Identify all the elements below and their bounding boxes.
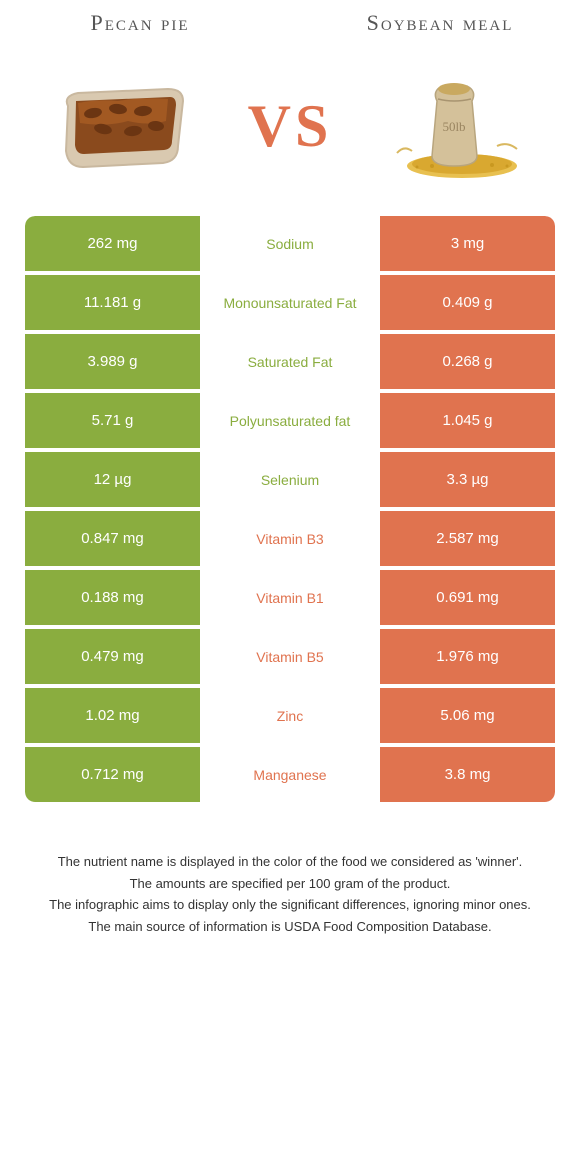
right-food-title: Soybean meal [340,10,540,36]
left-value: 5.71 g [25,393,200,448]
right-value: 1.976 mg [380,629,555,684]
right-value: 0.268 g [380,334,555,389]
left-value: 1.02 mg [25,688,200,743]
left-value: 0.712 mg [25,747,200,802]
pecan-pie-icon [48,71,198,181]
nutrient-table: 262 mgSodium3 mg11.181 gMonounsaturated … [25,216,555,802]
footer-notes: The nutrient name is displayed in the co… [0,802,580,958]
nutrient-name: Polyunsaturated fat [200,393,380,448]
header-row: Pecan pie Soybean meal [0,0,580,56]
footer-line-1: The nutrient name is displayed in the co… [30,852,550,872]
left-food-image [43,66,203,186]
nutrient-row: 5.71 gPolyunsaturated fat1.045 g [25,393,555,448]
nutrient-name: Zinc [200,688,380,743]
left-value: 11.181 g [25,275,200,330]
right-value: 3.3 µg [380,452,555,507]
nutrient-row: 0.847 mgVitamin B32.587 mg [25,511,555,566]
left-value: 262 mg [25,216,200,271]
footer-line-4: The main source of information is USDA F… [30,917,550,937]
left-value: 12 µg [25,452,200,507]
nutrient-row: 12 µgSelenium3.3 µg [25,452,555,507]
nutrient-name: Sodium [200,216,380,271]
right-value: 0.691 mg [380,570,555,625]
right-value: 5.06 mg [380,688,555,743]
left-value: 0.188 mg [25,570,200,625]
nutrient-row: 0.712 mgManganese3.8 mg [25,747,555,802]
right-value: 0.409 g [380,275,555,330]
images-row: VS 50lb [0,56,580,216]
soybean-sack-icon: 50lb [382,71,532,181]
nutrient-name: Monounsaturated Fat [200,275,380,330]
nutrient-row: 262 mgSodium3 mg [25,216,555,271]
nutrient-name: Saturated Fat [200,334,380,389]
nutrient-row: 0.188 mgVitamin B10.691 mg [25,570,555,625]
right-value: 3.8 mg [380,747,555,802]
nutrient-row: 11.181 gMonounsaturated Fat0.409 g [25,275,555,330]
nutrient-name: Vitamin B5 [200,629,380,684]
nutrient-name: Vitamin B1 [200,570,380,625]
nutrient-row: 3.989 gSaturated Fat0.268 g [25,334,555,389]
nutrient-row: 0.479 mgVitamin B51.976 mg [25,629,555,684]
left-food-title: Pecan pie [40,10,240,36]
nutrient-name: Manganese [200,747,380,802]
footer-line-3: The infographic aims to display only the… [30,895,550,915]
right-value: 2.587 mg [380,511,555,566]
right-value: 3 mg [380,216,555,271]
nutrient-name: Selenium [200,452,380,507]
nutrient-name: Vitamin B3 [200,511,380,566]
left-value: 0.479 mg [25,629,200,684]
left-value: 0.847 mg [25,511,200,566]
nutrient-row: 1.02 mgZinc5.06 mg [25,688,555,743]
left-value: 3.989 g [25,334,200,389]
right-value: 1.045 g [380,393,555,448]
right-food-image: 50lb [377,66,537,186]
sack-label: 50lb [443,119,466,134]
footer-line-2: The amounts are specified per 100 gram o… [30,874,550,894]
vs-label: VS [248,92,333,161]
